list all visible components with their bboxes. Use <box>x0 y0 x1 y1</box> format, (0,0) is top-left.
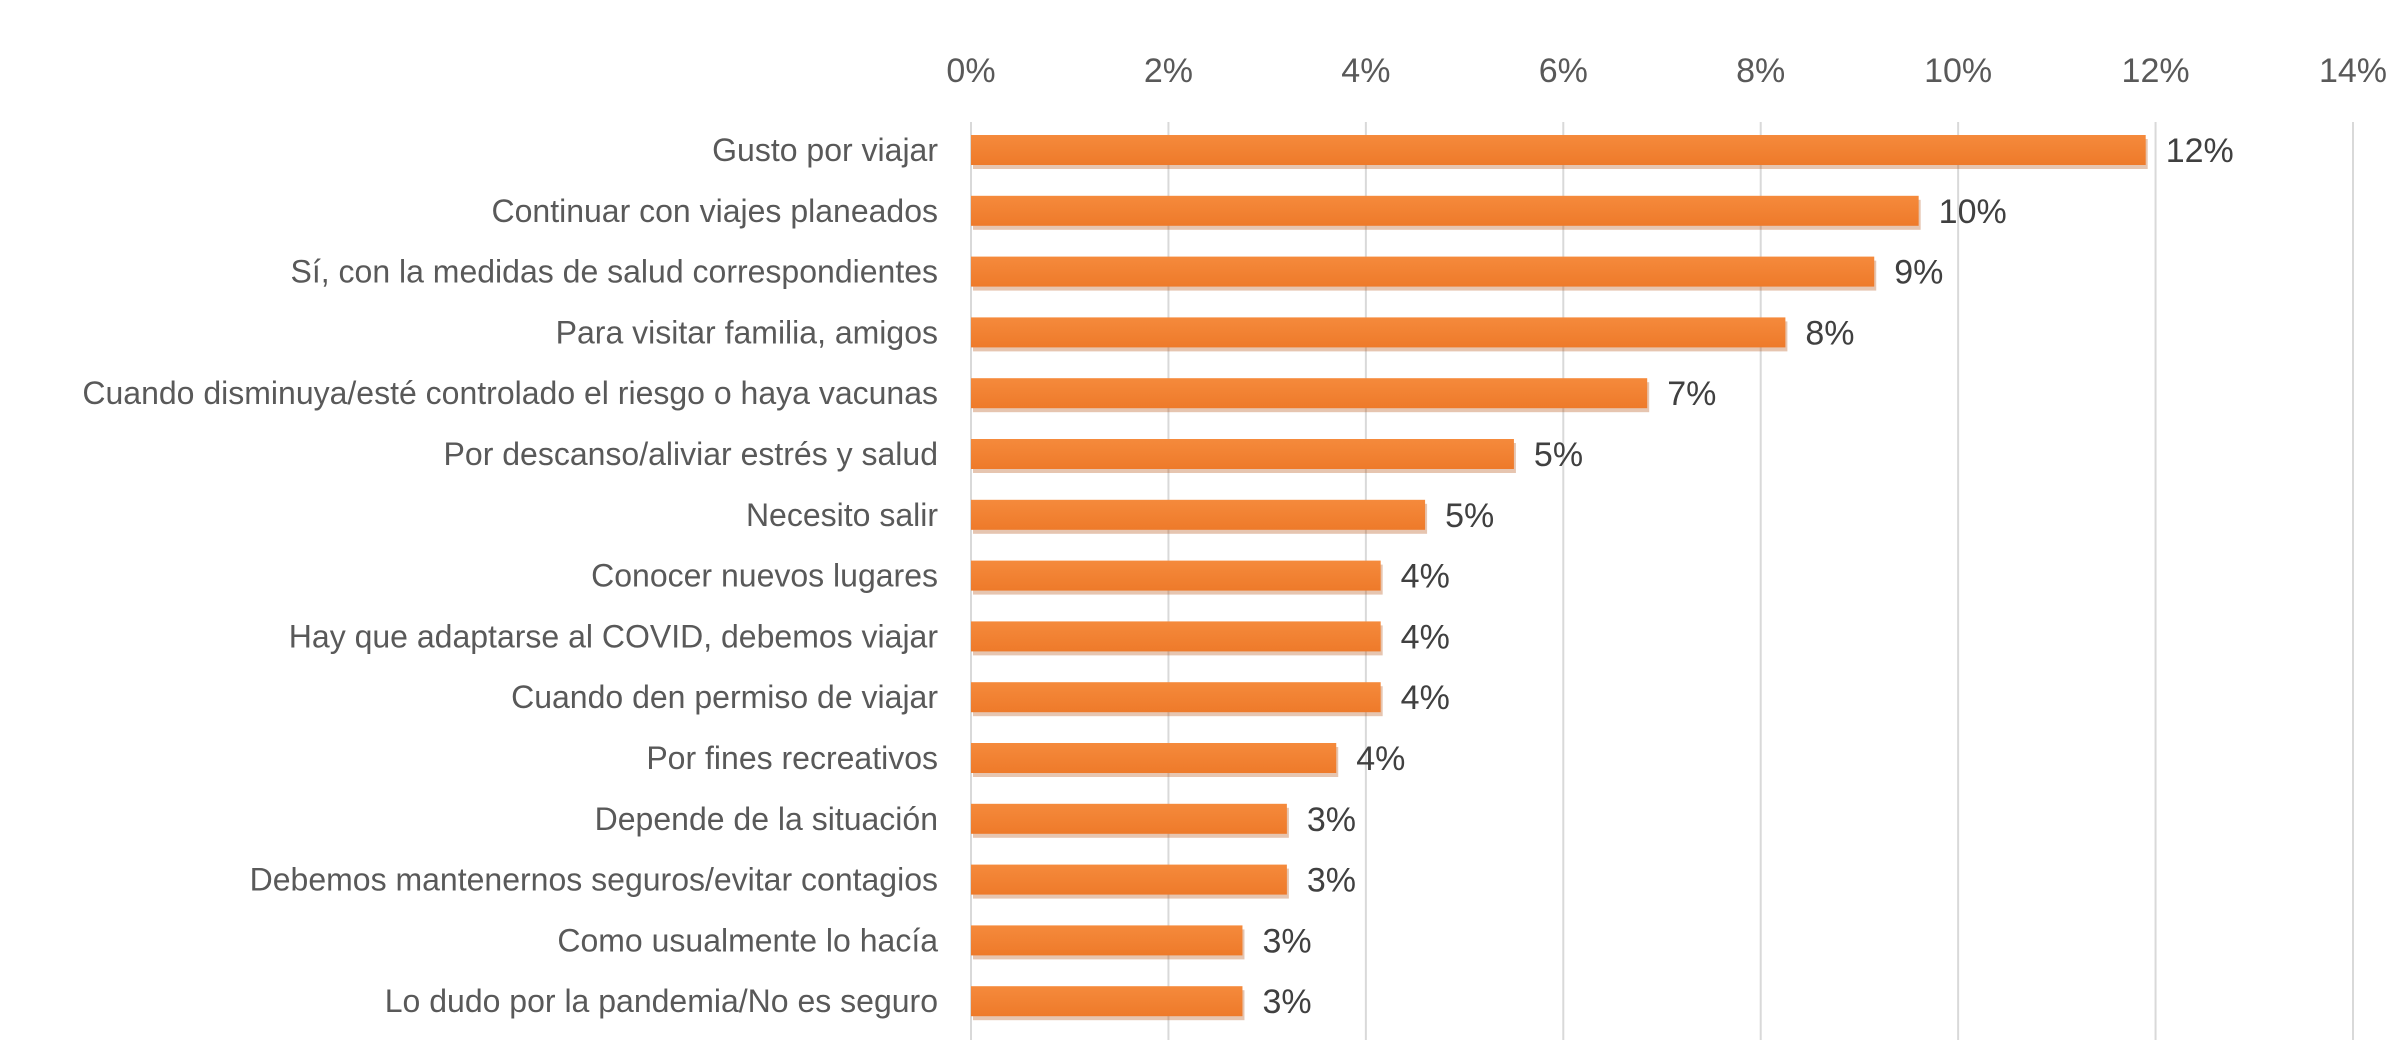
category-label: Depende de la situación <box>595 801 938 837</box>
data-label: 8% <box>1805 314 1854 352</box>
bar <box>971 560 1381 591</box>
category-label: Cuando disminuya/esté controlado el ries… <box>82 375 938 411</box>
x-tick-label: 10% <box>1924 52 1992 90</box>
data-label: 5% <box>1534 436 1583 474</box>
data-label: 10% <box>1939 193 2007 231</box>
bar <box>971 195 1919 226</box>
bars <box>971 135 2148 1021</box>
x-tick-label: 6% <box>1539 52 1588 90</box>
bar <box>971 439 1514 469</box>
data-labels: 12%10%9%8%7%5%5%4%4%4%4%3%3%3%3% <box>1262 132 2233 1021</box>
category-label: Por fines recreativos <box>646 740 938 776</box>
x-tick-label: 8% <box>1736 52 1785 90</box>
category-label: Hay que adaptarse al COVID, debemos viaj… <box>289 618 939 654</box>
category-label: Por descanso/aliviar estrés y salud <box>444 436 938 472</box>
category-label: Lo dudo por la pandemia/No es seguro <box>385 983 938 1019</box>
bar <box>971 317 1786 348</box>
x-tick-label: 12% <box>2122 52 2190 90</box>
bar <box>971 378 1648 409</box>
data-label: 4% <box>1356 740 1405 778</box>
bar <box>971 135 2146 165</box>
data-label: 3% <box>1262 983 1311 1021</box>
bar <box>971 256 1875 287</box>
bar <box>971 986 1243 1017</box>
category-label: Necesito salir <box>746 497 938 533</box>
bar <box>971 925 1243 956</box>
x-tick-label: 2% <box>1144 52 1193 90</box>
data-label: 4% <box>1401 558 1450 596</box>
category-label: Debemos mantenernos seguros/evitar conta… <box>250 862 938 898</box>
bar <box>971 499 1426 530</box>
x-tick-label: 0% <box>946 52 995 90</box>
bar <box>971 621 1381 652</box>
bar <box>971 743 1337 773</box>
data-label: 3% <box>1307 801 1356 839</box>
data-label: 12% <box>2166 132 2234 170</box>
bar <box>971 682 1381 713</box>
category-label: Como usualmente lo hacía <box>557 922 938 958</box>
category-label: Sí, con la medidas de salud correspondie… <box>291 254 939 290</box>
category-label: Gusto por viajar <box>712 132 938 168</box>
bar <box>971 803 1287 834</box>
data-label: 3% <box>1262 922 1311 960</box>
category-label: Continuar con viajes planeados <box>491 193 938 229</box>
x-axis-tick-labels: 0% 2% 4% 6% 8% 10% 12% 14% <box>946 52 2387 90</box>
x-tick-label: 4% <box>1341 52 1390 90</box>
data-label: 5% <box>1445 497 1494 535</box>
data-label: 3% <box>1307 862 1356 900</box>
data-label: 9% <box>1894 254 1943 292</box>
category-label: Cuando den permiso de viajar <box>511 679 938 715</box>
category-labels: Gusto por viajar Continuar con viajes pla… <box>82 132 938 1019</box>
x-tick-label: 14% <box>2319 52 2387 90</box>
data-label: 4% <box>1401 618 1450 656</box>
data-label: 4% <box>1401 679 1450 717</box>
bar <box>971 864 1287 895</box>
category-label: Para visitar familia, amigos <box>556 314 938 350</box>
category-label: Conocer nuevos lugares <box>591 558 938 594</box>
data-label: 7% <box>1667 375 1716 413</box>
